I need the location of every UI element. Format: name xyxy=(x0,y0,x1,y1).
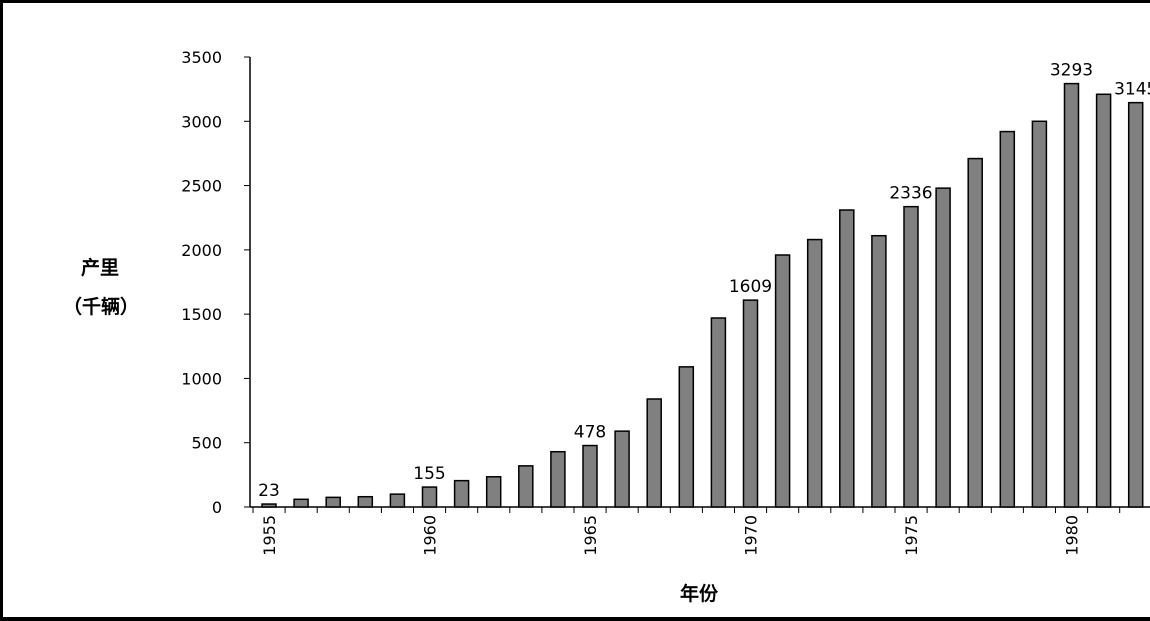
y-tick-label: 0 xyxy=(212,498,222,517)
bar-1977 xyxy=(967,157,983,508)
x-tick-label-1960: 1960 xyxy=(421,515,440,556)
bar-1970 xyxy=(742,299,759,508)
y-tick-label: 500 xyxy=(191,434,222,453)
x-tick-label-1980: 1980 xyxy=(1063,515,1082,556)
bar-1980 xyxy=(1063,82,1080,508)
bar-1955 xyxy=(261,503,277,508)
bar-1968 xyxy=(678,366,695,508)
x-tick-label-1955: 1955 xyxy=(260,515,279,556)
bar-1972 xyxy=(806,238,823,508)
bar-1976 xyxy=(935,187,951,508)
bar-1963 xyxy=(518,465,534,508)
data-label-1955: 23 xyxy=(258,481,280,501)
bar-1957 xyxy=(325,496,341,508)
bar-1969 xyxy=(710,317,727,508)
y-axis-label-line-1: 产里 xyxy=(81,257,120,279)
bar-1959 xyxy=(389,493,406,508)
bar-1958 xyxy=(357,495,374,508)
bar-1956 xyxy=(293,498,309,508)
bar-chart: 0 500 1000 1500 2000 2500 3000 3500 23 155 478 1609… xyxy=(181,48,1150,556)
data-label-1960: 155 xyxy=(413,464,445,484)
x-tick-label-1970: 1970 xyxy=(742,515,761,556)
bar-1973 xyxy=(839,209,855,508)
bar-1962 xyxy=(485,476,502,508)
bar-1974 xyxy=(871,234,887,508)
data-label-1965: 478 xyxy=(574,423,606,443)
data-label-1980: 3293 xyxy=(1050,61,1093,81)
bar-1964 xyxy=(550,450,566,508)
y-tick-label: 2000 xyxy=(181,241,222,260)
y-tick-label: 2500 xyxy=(181,177,222,196)
bar-1975 xyxy=(903,205,919,508)
y-tick-label: 3500 xyxy=(181,48,222,67)
data-label-1982: 3145 xyxy=(1114,80,1150,100)
bar-1961 xyxy=(453,479,470,508)
bar-1978 xyxy=(999,130,1016,508)
bar-1960 xyxy=(421,486,438,508)
x-tick-label-1965: 1965 xyxy=(581,515,600,556)
bar-1982 xyxy=(1127,101,1144,508)
y-axis-label-line-2: （千辆） xyxy=(63,296,140,318)
y-tick-label: 1000 xyxy=(181,369,222,388)
x-axis-label: 年份 xyxy=(680,583,719,605)
x-tick-label-1975: 1975 xyxy=(902,515,921,556)
bar-1979 xyxy=(1031,120,1048,508)
data-label-1970: 1609 xyxy=(729,277,772,297)
bar-1967 xyxy=(646,398,662,508)
bar-1981 xyxy=(1095,93,1112,508)
data-label-1975: 2336 xyxy=(889,184,932,204)
bar-1966 xyxy=(614,430,630,508)
y-tick-label: 3000 xyxy=(181,112,222,131)
bar-1971 xyxy=(774,254,791,508)
bar-1965 xyxy=(582,444,598,508)
y-tick-label: 1500 xyxy=(181,305,222,324)
